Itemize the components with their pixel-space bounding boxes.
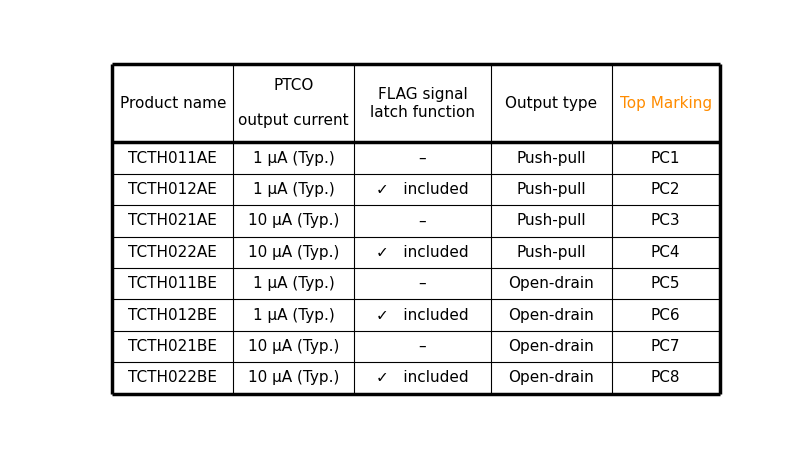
Text: PC7: PC7 xyxy=(651,339,681,354)
Text: Push-pull: Push-pull xyxy=(516,182,586,197)
Text: PC2: PC2 xyxy=(651,182,681,197)
Text: TCTH022BE: TCTH022BE xyxy=(128,370,218,385)
Text: PC3: PC3 xyxy=(651,213,681,228)
Text: Product name: Product name xyxy=(120,96,226,111)
Text: 10 μA (Typ.): 10 μA (Typ.) xyxy=(248,245,339,260)
Text: PC6: PC6 xyxy=(651,307,681,323)
Text: PC1: PC1 xyxy=(651,151,681,166)
Text: –: – xyxy=(418,213,426,228)
Text: Output type: Output type xyxy=(505,96,597,111)
Text: 1 μA (Typ.): 1 μA (Typ.) xyxy=(253,151,334,166)
Text: –: – xyxy=(418,339,426,354)
Text: TCTH012BE: TCTH012BE xyxy=(128,307,218,323)
Text: TCTH022AE: TCTH022AE xyxy=(129,245,218,260)
Text: 10 μA (Typ.): 10 μA (Typ.) xyxy=(248,339,339,354)
Text: 10 μA (Typ.): 10 μA (Typ.) xyxy=(248,370,339,385)
Text: TCTH012AE: TCTH012AE xyxy=(129,182,218,197)
Text: TCTH021BE: TCTH021BE xyxy=(128,339,218,354)
Text: TCTH021AE: TCTH021AE xyxy=(129,213,218,228)
Text: ✓   included: ✓ included xyxy=(376,370,469,385)
Text: PC4: PC4 xyxy=(651,245,681,260)
Text: Open-drain: Open-drain xyxy=(508,370,594,385)
Text: ✓   included: ✓ included xyxy=(376,182,469,197)
Text: PTCO

output current: PTCO output current xyxy=(238,78,349,128)
Text: Push-pull: Push-pull xyxy=(516,213,586,228)
Text: Open-drain: Open-drain xyxy=(508,276,594,291)
Text: 1 μA (Typ.): 1 μA (Typ.) xyxy=(253,307,334,323)
Text: Push-pull: Push-pull xyxy=(516,151,586,166)
Text: 10 μA (Typ.): 10 μA (Typ.) xyxy=(248,213,339,228)
Text: Open-drain: Open-drain xyxy=(508,307,594,323)
Text: TCTH011AE: TCTH011AE xyxy=(129,151,218,166)
Text: PC5: PC5 xyxy=(651,276,681,291)
Text: 1 μA (Typ.): 1 μA (Typ.) xyxy=(253,182,334,197)
Text: ✓   included: ✓ included xyxy=(376,307,469,323)
Text: ✓   included: ✓ included xyxy=(376,245,469,260)
Text: FLAG signal
latch function: FLAG signal latch function xyxy=(370,87,475,120)
Text: –: – xyxy=(418,151,426,166)
Text: 1 μA (Typ.): 1 μA (Typ.) xyxy=(253,276,334,291)
Text: TCTH011BE: TCTH011BE xyxy=(128,276,218,291)
Text: Open-drain: Open-drain xyxy=(508,339,594,354)
Text: –: – xyxy=(418,276,426,291)
Text: Push-pull: Push-pull xyxy=(516,245,586,260)
Text: PC8: PC8 xyxy=(651,370,681,385)
Text: Top Marking: Top Marking xyxy=(620,96,712,111)
